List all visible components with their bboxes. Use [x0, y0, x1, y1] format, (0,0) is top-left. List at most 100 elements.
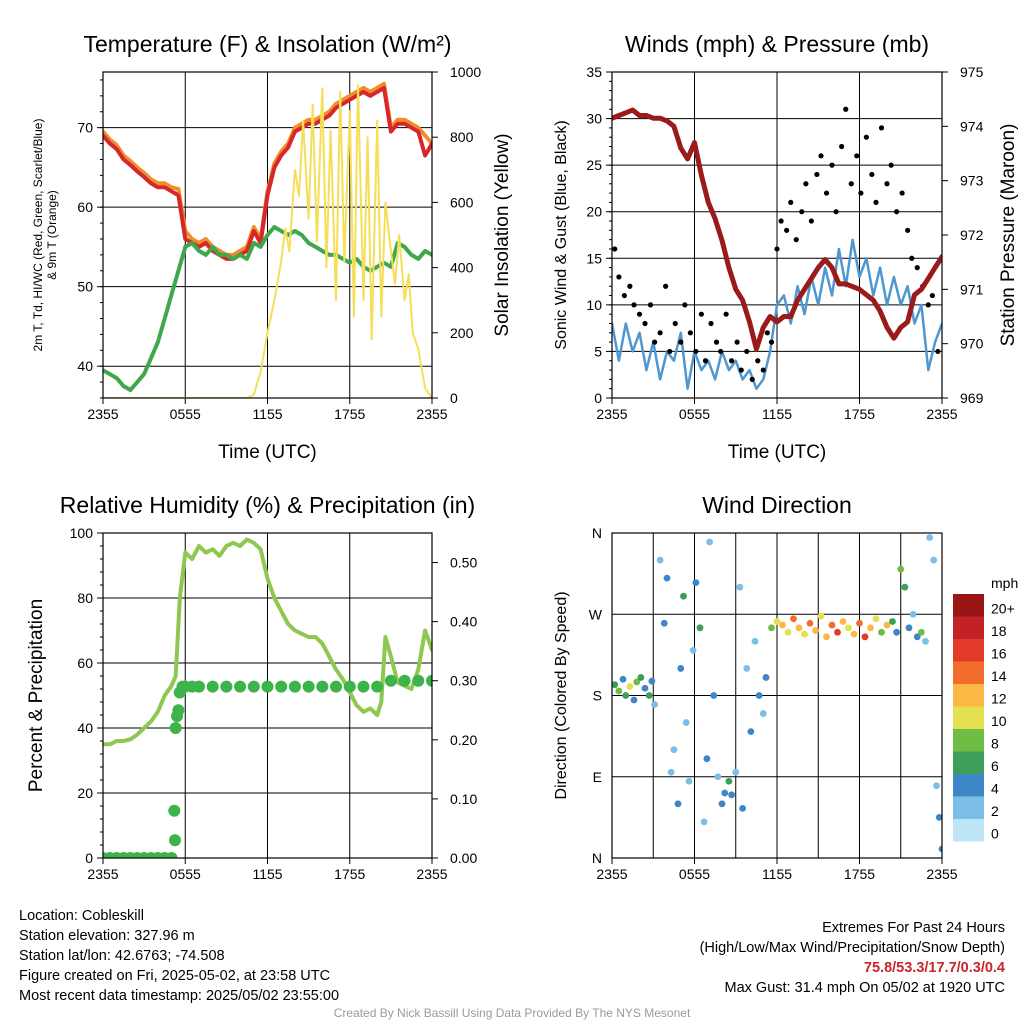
x-tick-label: 0555 — [679, 866, 710, 882]
direction-point — [648, 677, 656, 685]
line-2m-t — [103, 85, 432, 261]
x-tick-label: 1155 — [252, 866, 282, 882]
point-gust — [788, 199, 794, 205]
credit-line: Created By Nick Bassill Using Data Provi… — [333, 1006, 691, 1020]
point-gust — [672, 320, 678, 327]
direction-point — [878, 628, 885, 636]
legend-swatch — [953, 594, 984, 617]
meteogram-figure: Temperature (F) & Insolation (W/m²)2355 0… — [26, 31, 1019, 882]
x-tick-label: 2355 — [416, 866, 447, 882]
direction-point — [861, 633, 869, 641]
point-gust — [878, 125, 885, 131]
plot-area — [612, 534, 942, 853]
direction-point — [755, 692, 763, 699]
y-axis-label: Percent & Precipitation — [26, 599, 47, 792]
point-precipitation — [330, 680, 343, 693]
x-tick-label: 2355 — [926, 866, 957, 882]
point-gust — [823, 190, 830, 196]
direction-point — [922, 637, 929, 645]
y2-tick-label: 0.30 — [450, 673, 477, 689]
point-gust — [774, 246, 780, 252]
legend-label: 4 — [991, 780, 999, 796]
point-precipitation — [172, 704, 185, 717]
legend-label: 10 — [991, 713, 1007, 729]
point-gust — [858, 190, 864, 196]
direction-point — [823, 633, 830, 641]
y2-tick-label: 0.10 — [450, 791, 477, 807]
direction-point — [893, 628, 901, 636]
legend-swatch — [953, 774, 984, 797]
point-gust — [693, 348, 699, 355]
point-gust — [687, 330, 693, 336]
legend-label: 18 — [991, 623, 1007, 639]
point-precipitation — [384, 674, 397, 687]
x-tick-label: 2355 — [596, 866, 627, 882]
direction-point — [721, 789, 729, 797]
direction-point — [728, 791, 736, 799]
direction-point — [645, 692, 653, 699]
direction-point — [626, 683, 634, 690]
legend-label: 14 — [991, 668, 1007, 684]
legend-swatch — [953, 751, 984, 774]
y2-tick-label: 400 — [450, 260, 474, 276]
point-precipitation — [398, 674, 411, 687]
point-gust — [657, 330, 663, 336]
direction-point — [739, 804, 747, 812]
y-tick-label: 10 — [586, 297, 602, 313]
legend-swatch — [953, 684, 984, 707]
direction-point — [834, 628, 841, 636]
point-precipitation — [169, 722, 182, 734]
point-gust — [744, 348, 750, 355]
chart-title: Winds (mph) & Pressure (mb) — [625, 31, 929, 57]
direction-point — [872, 615, 880, 623]
point-gust — [749, 376, 755, 382]
y2-tick-label: 975 — [960, 64, 984, 80]
y2-axis-label: Solar Insolation (Yellow) — [492, 133, 513, 336]
direction-point — [680, 592, 687, 600]
y2-tick-label: 1000 — [450, 64, 481, 80]
direction-point — [656, 556, 664, 564]
x-tick-label: 2355 — [416, 406, 447, 422]
direction-point — [909, 610, 917, 618]
point-precipitation — [343, 680, 356, 693]
point-precipitation — [371, 680, 384, 693]
direction-point — [889, 618, 896, 625]
x-tick-label: 1755 — [844, 406, 875, 422]
y-axis-label-line2: & 9m T (Orange) — [45, 190, 59, 280]
direction-point — [667, 768, 675, 776]
direction-point — [933, 782, 940, 790]
x-tick-label: 2355 — [87, 406, 118, 422]
y2-tick-label: 973 — [960, 173, 984, 189]
direction-point — [714, 773, 722, 781]
direction-point — [674, 800, 682, 808]
point-gust — [873, 199, 879, 205]
point-gust — [642, 320, 648, 327]
direction-point — [935, 813, 942, 821]
point-gust — [631, 302, 637, 308]
x-tick-label: 2355 — [926, 406, 957, 422]
legend-label: 12 — [991, 690, 1007, 706]
point-gust — [935, 348, 941, 355]
point-gust — [793, 237, 799, 243]
y-tick-label: 30 — [586, 111, 602, 127]
point-gust — [818, 153, 824, 159]
point-gust — [848, 181, 854, 187]
y-tick-label: 60 — [77, 655, 93, 671]
plot-area — [103, 81, 432, 398]
direction-point — [938, 845, 942, 853]
point-gust — [708, 320, 714, 327]
x-tick-label: 1155 — [762, 866, 792, 882]
point-gust — [905, 227, 911, 233]
y-tick-label: N — [592, 850, 602, 866]
point-gust — [914, 265, 920, 271]
point-precipitation — [168, 804, 181, 817]
point-gust — [814, 171, 820, 178]
point-gust — [778, 218, 784, 224]
direction-point — [867, 624, 874, 632]
station-latlon: Station lat/lon: 42.6763; -74.508 — [19, 948, 225, 964]
point-gust — [760, 367, 766, 373]
line-sonic-wind — [612, 238, 942, 390]
y-tick-label: 35 — [586, 64, 602, 80]
legend-title: mph — [991, 575, 1018, 591]
